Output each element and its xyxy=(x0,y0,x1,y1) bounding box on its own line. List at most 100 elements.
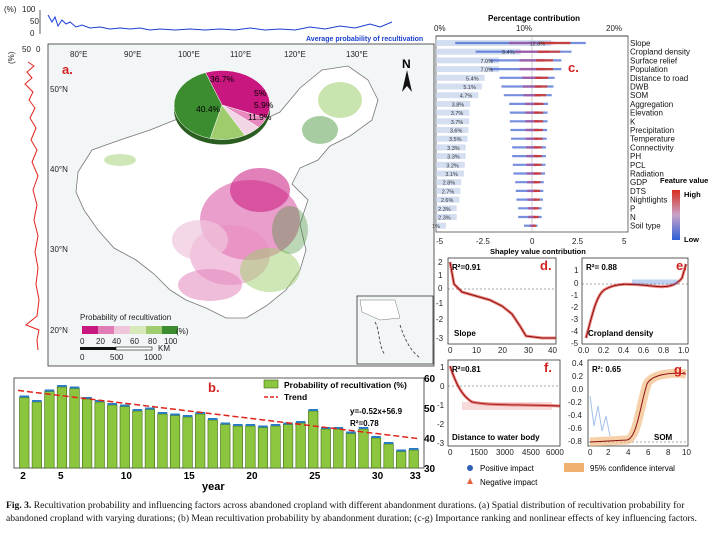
contribution-pct: 5.1% xyxy=(463,85,476,91)
legend-bar-swatch xyxy=(263,379,279,389)
feature-name: DTS xyxy=(630,187,646,196)
f-x-1500: 1500 xyxy=(470,448,488,457)
contribution-pct: 2.8% xyxy=(443,181,456,187)
g-x-8: 8 xyxy=(666,448,671,457)
scale-tick-500: 500 xyxy=(110,353,124,362)
panel-d: R²=0.91 d. Slope 2 1 0 -1 -2 -3 0 10 20 … xyxy=(436,257,557,355)
feature-name: N xyxy=(630,213,636,222)
contribution-bar xyxy=(436,144,466,151)
top-tick-100: 100 xyxy=(22,5,36,14)
trend-r2: R²=0.78 xyxy=(350,419,379,428)
e-y-1: 1 xyxy=(574,266,579,275)
contribution-pct: 3.5% xyxy=(449,137,462,143)
d-r2: R²=0.91 xyxy=(452,263,481,272)
bar xyxy=(44,391,55,469)
e-x-0: 0.0 xyxy=(578,346,590,355)
f-y-0: 0 xyxy=(440,382,445,391)
caption-text: Recultivation probability and influencin… xyxy=(6,500,697,524)
top-line-chart: (%) 100 50 0 Average probability of recu… xyxy=(4,5,423,43)
feature-name: P xyxy=(630,204,635,213)
contribution-pct: 12.8% xyxy=(530,42,546,48)
scale-tick-0: 0 xyxy=(80,353,85,362)
bar xyxy=(94,401,105,469)
contribution-bar xyxy=(436,135,468,142)
panel-g-letter: g. xyxy=(674,362,686,377)
panel-a-letter: a. xyxy=(62,62,73,77)
positive-impact-label: Positive impact xyxy=(480,464,535,473)
e-y-n4: -4 xyxy=(571,327,579,336)
bar-cap xyxy=(182,415,193,417)
feature-name: K xyxy=(630,117,636,126)
bar-cap xyxy=(57,385,67,387)
north-arrow-label: N xyxy=(402,57,411,71)
e-x-10: 1.0 xyxy=(678,346,690,355)
bar xyxy=(245,425,256,469)
scale-unit: KM xyxy=(158,344,170,353)
c-title: Percentage contribution xyxy=(488,14,580,23)
e-r2: R²= 0.88 xyxy=(586,263,617,272)
lat-50: 50°N xyxy=(50,85,68,94)
bar xyxy=(320,428,331,469)
lon-110: 110°E xyxy=(230,50,251,59)
e-y-n3: -3 xyxy=(571,315,579,324)
left-tick-50: 50 xyxy=(22,45,31,54)
d-y-n3: -3 xyxy=(436,334,444,343)
contribution-bar xyxy=(436,179,462,186)
map-legend: Probability of recultivation 0 20 40 60 … xyxy=(80,313,189,362)
panel-e-letter: e. xyxy=(676,258,687,273)
pie-slice xyxy=(205,70,271,119)
legend-title: Probability of recultivation xyxy=(80,313,171,322)
legend-tick-60: 60 xyxy=(130,337,139,346)
feature-name: GDP xyxy=(630,178,647,187)
contribution-pct: 3.3% xyxy=(447,146,460,152)
feature-name: PCL xyxy=(630,161,646,170)
f-name: Distance to water body xyxy=(452,433,540,442)
top-series-line xyxy=(47,14,393,31)
f-x-3000: 3000 xyxy=(496,448,514,457)
bar xyxy=(169,415,181,469)
bar-cap xyxy=(233,424,243,426)
lon-80: 80°E xyxy=(70,50,87,59)
bar-cap xyxy=(333,427,344,429)
ci-label: 95% confidence interval xyxy=(590,464,675,473)
contribution-bar xyxy=(436,83,482,90)
left-series-line xyxy=(24,61,40,351)
bar-cap xyxy=(358,427,369,429)
feature-name: DWB xyxy=(630,83,649,92)
panel-f: R²=0.81 f. Distance to water body 1 0 -1… xyxy=(437,359,564,457)
bar xyxy=(333,428,344,469)
g-y-n04: -0.4 xyxy=(568,411,582,420)
g-y-n02: -0.2 xyxy=(568,398,582,407)
pie-label: 36.7% xyxy=(210,74,235,84)
contribution-pct: 2.3% xyxy=(438,207,451,213)
panel-b-letter: b. xyxy=(208,380,220,395)
c-top-tick-20: 20% xyxy=(606,24,622,33)
contribution-bar xyxy=(436,118,470,125)
panel-g: R²: 0.65 g. SOM 0.4 0.2 0.0 -0.2 -0.4 -0… xyxy=(568,359,691,457)
contribution-pct: 2.7% xyxy=(442,189,455,195)
bar xyxy=(144,409,155,469)
d-y-1: 1 xyxy=(438,271,443,280)
c-bot-tick-n5: -5 xyxy=(436,237,444,246)
bar-cap xyxy=(371,436,381,438)
lat-40: 40°N xyxy=(50,165,68,174)
c-bot-tick-25: 2.5 xyxy=(572,237,584,246)
legend-swatch xyxy=(130,326,146,334)
d-name: Slope xyxy=(454,329,476,338)
top-tick-50: 50 xyxy=(30,17,39,26)
contribution-pct: 3.7% xyxy=(451,111,464,117)
c-top-tick-10: 10% xyxy=(516,24,532,33)
bar xyxy=(31,401,42,469)
c-bot-tick-n25: -2.5 xyxy=(476,237,490,246)
contribution-pct: 3.3% xyxy=(447,155,460,161)
bar xyxy=(383,443,394,469)
top-tick-0: 0 xyxy=(30,29,35,38)
g-x-6: 6 xyxy=(646,448,651,457)
d-x-20: 20 xyxy=(498,346,507,355)
panel-f-letter: f. xyxy=(544,360,552,375)
bar-cap xyxy=(408,448,419,450)
bar xyxy=(69,388,80,469)
contribution-bar xyxy=(436,153,466,160)
figure-caption: Fig. 3. Recultivation probability and in… xyxy=(6,500,706,525)
feature-name: Distance to road xyxy=(630,74,688,83)
